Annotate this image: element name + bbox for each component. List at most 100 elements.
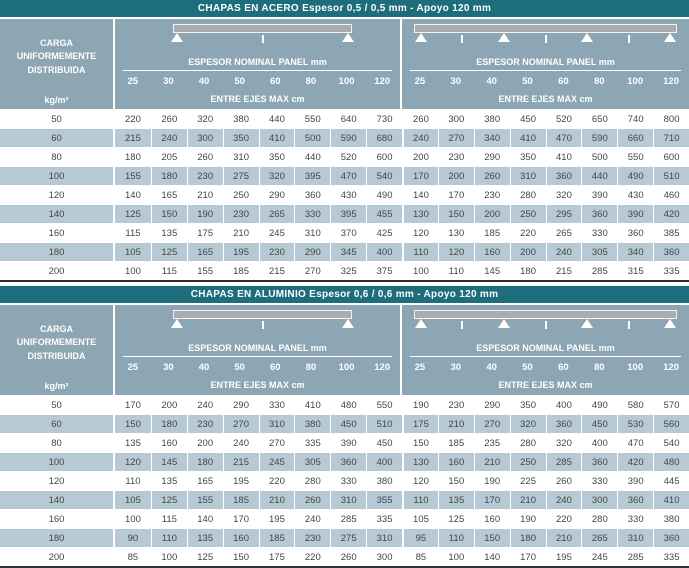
column-header-cell: 120 bbox=[374, 75, 391, 87]
value-cell: 245 bbox=[258, 453, 295, 471]
column-header-cell: 80 bbox=[594, 75, 605, 87]
value-cell: 280 bbox=[509, 186, 546, 204]
value-cell: 480 bbox=[653, 453, 689, 471]
table-row: 60 215 240 300 350 410 500 590 680 240 270 340 410 47… bbox=[0, 128, 689, 147]
value-cell: 360 bbox=[653, 243, 689, 261]
value-cell: 480 bbox=[330, 396, 366, 414]
diagram-row bbox=[115, 305, 400, 341]
value-cell: 730 bbox=[366, 110, 402, 128]
value-cell: 400 bbox=[366, 453, 402, 471]
column-header-cell: 50 bbox=[522, 75, 533, 87]
value-cell: 195 bbox=[258, 510, 295, 528]
value-cell: 280 bbox=[581, 510, 617, 528]
value-cell: 310 bbox=[330, 491, 366, 509]
value-cell: 410 bbox=[509, 129, 546, 147]
column-header-cell: 100 bbox=[627, 75, 644, 87]
load-cell: 80 bbox=[0, 148, 115, 166]
value-cell: 420 bbox=[617, 453, 653, 471]
value-cell: 120 bbox=[402, 472, 438, 490]
value-cell: 260 bbox=[545, 472, 582, 490]
single-span-diagram bbox=[171, 24, 354, 52]
value-cell: 85 bbox=[402, 548, 438, 566]
value-cell: 305 bbox=[581, 243, 617, 261]
value-cell: 455 bbox=[366, 205, 402, 223]
value-cell: 160 bbox=[222, 529, 259, 547]
value-cell: 340 bbox=[617, 243, 653, 261]
column-header-cell: 30 bbox=[163, 75, 174, 87]
column-headers: 25 30 40 50 60 80 100 120 bbox=[402, 71, 689, 91]
value-cell: 195 bbox=[222, 243, 259, 261]
value-cell: 510 bbox=[653, 167, 689, 185]
value-cell: 125 bbox=[150, 243, 187, 261]
value-cell: 210 bbox=[222, 224, 259, 242]
value-cell: 265 bbox=[258, 205, 295, 223]
value-cell: 310 bbox=[258, 415, 295, 433]
support-triangle-icon bbox=[341, 319, 354, 328]
value-cell: 110 bbox=[402, 491, 438, 509]
axis-label: ENTRE EJES MAX cm bbox=[498, 380, 593, 390]
value-cell: 215 bbox=[545, 262, 582, 280]
load-cell: 180 bbox=[0, 243, 115, 261]
value-cell: 450 bbox=[509, 110, 546, 128]
value-cell: 290 bbox=[258, 186, 295, 204]
column-headers: 25 30 40 50 60 80 100 120 bbox=[115, 357, 400, 377]
value-cell: 150 bbox=[402, 434, 438, 452]
value-cell: 125 bbox=[437, 510, 474, 528]
value-cell: 340 bbox=[473, 129, 510, 147]
value-cell: 220 bbox=[294, 548, 330, 566]
column-header-cell: 60 bbox=[270, 361, 281, 373]
column-header-cell: 40 bbox=[486, 361, 497, 373]
value-cell: 100 bbox=[125, 265, 141, 277]
value-cell: 140 bbox=[125, 189, 141, 201]
table-row: 120 110 135 165 195 220 280 330 380 120 150 190 225 2… bbox=[0, 471, 689, 490]
value-cell: 275 bbox=[330, 529, 366, 547]
load-cell: 120 bbox=[0, 186, 115, 204]
load-column-label: CARGA UNIFORMEMENTE DISTRIBUIDA bbox=[16, 38, 97, 75]
value-cell: 160 bbox=[473, 510, 510, 528]
value-cell: 240 bbox=[545, 243, 582, 261]
value-cell: 440 bbox=[258, 110, 295, 128]
table-row: 200 85 100 125 150 175 220 260 300 85 100 140 170 195… bbox=[0, 547, 689, 566]
column-header-cell: 80 bbox=[305, 75, 317, 87]
value-cell: 180 bbox=[125, 151, 141, 163]
value-cell: 600 bbox=[366, 148, 402, 166]
value-cell: 390 bbox=[617, 205, 653, 223]
value-cell: 100 bbox=[402, 262, 438, 280]
midspan-tick-icon bbox=[261, 321, 264, 329]
value-cell: 280 bbox=[509, 434, 546, 452]
value-cell: 215 bbox=[222, 453, 259, 471]
value-cell: 360 bbox=[617, 491, 653, 509]
support-triangle-icon bbox=[664, 319, 677, 328]
value-cell: 360 bbox=[545, 415, 582, 433]
single-span-group-header: ESPESOR NOMINAL PANEL mm 25 30 40 50 60 80 100… bbox=[115, 305, 402, 395]
value-cell: 115 bbox=[150, 262, 187, 280]
value-cell: 235 bbox=[473, 434, 510, 452]
multi-span-diagram bbox=[414, 24, 677, 52]
value-cell: 380 bbox=[366, 472, 402, 490]
value-cell: 115 bbox=[125, 227, 141, 239]
value-cell: 360 bbox=[581, 453, 617, 471]
value-cell: 250 bbox=[509, 205, 546, 223]
axis-label: ENTRE EJES MAX cm bbox=[210, 94, 305, 104]
single-span-group-header: ESPESOR NOMINAL PANEL mm 25 30 40 50 60 80 100… bbox=[115, 19, 402, 109]
load-cell: 180 bbox=[0, 529, 115, 547]
value-cell: 570 bbox=[653, 396, 689, 414]
value-cell: 490 bbox=[581, 396, 617, 414]
column-header-cell: 60 bbox=[270, 75, 281, 87]
panel-bar-icon bbox=[173, 24, 352, 33]
value-cell: 230 bbox=[186, 167, 223, 185]
value-cell: 330 bbox=[581, 224, 617, 242]
value-cell: 250 bbox=[509, 453, 546, 471]
value-cell: 360 bbox=[294, 186, 330, 204]
value-cell: 195 bbox=[222, 472, 259, 490]
value-cell: 155 bbox=[186, 491, 223, 509]
support-triangle-icon bbox=[171, 33, 184, 42]
value-cell: 145 bbox=[473, 262, 510, 280]
value-cell: 320 bbox=[545, 434, 582, 452]
column-headers: 25 30 40 50 60 80 100 120 bbox=[115, 71, 400, 91]
value-cell: 185 bbox=[222, 491, 259, 509]
table-header: CARGA UNIFORMEMENTE DISTRIBUIDA kg/m² ES… bbox=[0, 305, 689, 395]
value-cell: 330 bbox=[330, 472, 366, 490]
value-cell: 445 bbox=[653, 472, 689, 490]
load-unit-label: kg/m² bbox=[44, 95, 69, 105]
